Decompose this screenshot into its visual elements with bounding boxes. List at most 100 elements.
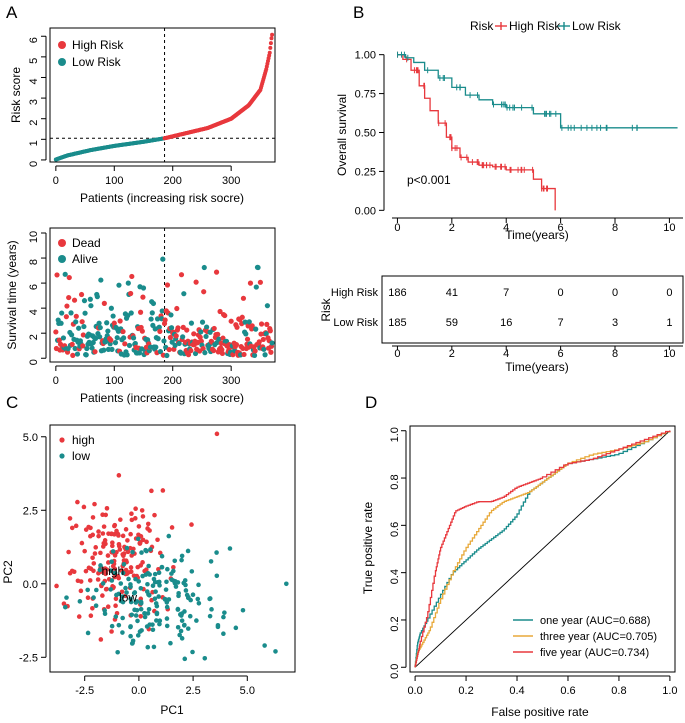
pca-point-low: [157, 618, 163, 624]
survival-point: [159, 308, 165, 314]
roc-x-tick-label: 0.2: [458, 685, 473, 697]
pca-point-low: [164, 579, 169, 585]
risk-table-cell: 3: [612, 317, 618, 329]
pca-point-low: [128, 624, 133, 630]
pca-point-low: [154, 603, 160, 609]
pca-point-low: [128, 596, 133, 602]
survival-point: [164, 352, 170, 359]
survival-legend-label: Alive: [72, 252, 98, 266]
roc-y-tick-label: 0.6: [389, 522, 401, 537]
pca-point-low: [221, 631, 226, 637]
pca-point-low: [153, 589, 158, 594]
km-y-label: Overall survival: [335, 94, 349, 176]
pca-point-low: [146, 606, 152, 612]
pca-point-high: [143, 567, 149, 573]
pca-point-high: [100, 593, 105, 598]
pca-point-low: [136, 579, 141, 584]
survival-point: [157, 328, 163, 334]
pca-point-high: [103, 512, 109, 518]
pca-point-low: [176, 590, 181, 596]
pca-point-low: [175, 625, 181, 630]
pca-point-high: [91, 561, 97, 566]
pca-point-low: [162, 596, 168, 602]
roc-x-tick-label: 0.6: [560, 685, 575, 697]
pca-point-low: [91, 595, 96, 600]
survival-point: [105, 328, 111, 334]
pca-point-high: [116, 541, 122, 547]
pca-point-high: [69, 568, 75, 574]
pca-point-low: [164, 616, 170, 621]
survival-point: [172, 342, 178, 349]
pca-point-low: [108, 568, 114, 573]
survival-point: [264, 321, 270, 327]
pca-point-high: [169, 525, 175, 530]
km-legend-title: Risk: [470, 19, 494, 33]
pca-point-low: [102, 608, 107, 613]
pca-point-high: [121, 553, 126, 559]
risk-score-y-tick-label: 1: [28, 140, 40, 146]
pca-point-low: [140, 573, 145, 579]
pca-point-low: [120, 594, 125, 599]
survival-point: [69, 332, 75, 338]
survival-point: [73, 313, 79, 319]
km-y-tick-label: 1.00: [355, 50, 376, 62]
survival-point: [264, 303, 271, 309]
risk-score-x-label: Patients (increasing risk socre): [80, 191, 244, 205]
survival-point: [241, 351, 247, 358]
survival-point: [128, 310, 134, 316]
risk-score-x-tick-label: 100: [105, 175, 123, 187]
pca-point-high: [98, 637, 104, 642]
pca-point-low: [262, 643, 267, 648]
pca-point-high: [135, 564, 141, 570]
survival-point: [242, 319, 248, 325]
pca-point-low: [179, 611, 185, 616]
survival-point: [129, 273, 135, 280]
survival-point: [157, 349, 164, 355]
pca-point-low: [148, 547, 153, 552]
survival-point: [199, 319, 206, 325]
roc-diagonal: [414, 430, 671, 668]
survival-x-label: Patients (increasing risk socre): [80, 391, 244, 405]
survival-x-tick-label: 200: [164, 375, 182, 387]
survival-point: [153, 344, 159, 350]
risk-table-cell: 16: [500, 317, 512, 329]
survival-point: [246, 319, 252, 325]
pca-point-low: [110, 549, 116, 554]
survival-point: [176, 340, 182, 347]
pca-point-low: [139, 628, 144, 633]
pca-point-low: [240, 607, 246, 613]
survival-point: [81, 298, 88, 304]
km-x-tick-label: 10: [663, 222, 675, 234]
pca-point-low: [129, 612, 135, 618]
pca-point-high: [98, 550, 103, 556]
survival-point: [234, 324, 240, 330]
pca-point-low: [156, 570, 162, 576]
survival-point: [200, 345, 206, 352]
survival-point: [202, 350, 208, 356]
survival-point: [130, 335, 137, 341]
pca-point-low: [85, 630, 91, 636]
risk-score-x-tick-label: 0: [53, 175, 59, 187]
pca-point-high: [115, 531, 121, 537]
pca-point-high: [54, 583, 59, 589]
survival-y-tick-label: 2: [28, 334, 40, 340]
survival-point: [161, 338, 167, 344]
pca-point-high: [109, 629, 114, 634]
pca-point-low: [190, 649, 195, 655]
pca-point-high: [90, 555, 95, 561]
panel-label-a: A: [6, 3, 18, 22]
survival-y-tick-label: 6: [28, 284, 40, 290]
pca-point-high: [113, 603, 118, 609]
pca-point-high: [126, 570, 131, 575]
pca-x-tick-label: 2.5: [185, 685, 200, 697]
survival-point: [167, 334, 173, 341]
pca-frame: [49, 424, 296, 673]
pca-point-low: [189, 569, 195, 574]
pca-point-high: [147, 528, 152, 533]
km-line-high: [397, 54, 556, 211]
survival-point: [149, 310, 155, 316]
risk-score-y-tick-label: 4: [28, 78, 40, 84]
risk-table-cell: 7: [558, 317, 564, 329]
panel-label-d: D: [365, 393, 377, 412]
survival-point: [60, 335, 67, 341]
